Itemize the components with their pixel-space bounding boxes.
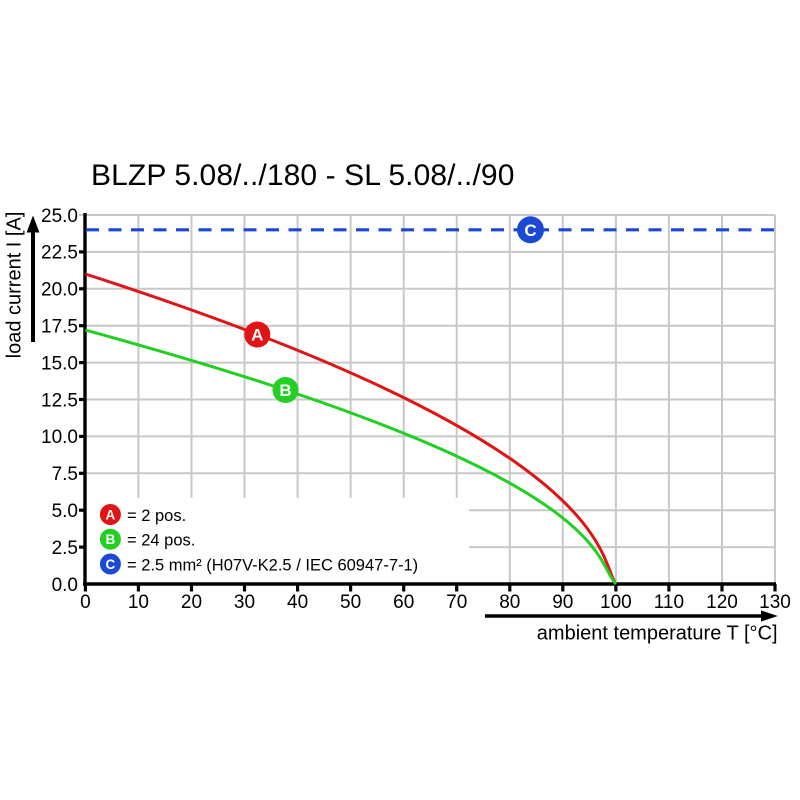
- svg-text:80: 80: [499, 592, 520, 613]
- svg-text:100: 100: [600, 592, 632, 613]
- svg-text:70: 70: [446, 592, 467, 613]
- svg-text:BLZP 5.08/../180 - SL 5.08/../: BLZP 5.08/../180 - SL 5.08/../90: [91, 159, 514, 192]
- svg-text:B: B: [106, 532, 116, 547]
- svg-text:5.0: 5.0: [52, 501, 78, 522]
- svg-text:50: 50: [340, 592, 361, 613]
- svg-text:= 24 pos.: = 24 pos.: [127, 532, 195, 550]
- svg-text:120: 120: [706, 592, 738, 613]
- svg-text:25.0: 25.0: [41, 206, 78, 227]
- svg-text:load current I [A]: load current I [A]: [4, 212, 26, 359]
- svg-text:60: 60: [393, 592, 414, 613]
- svg-text:10: 10: [128, 592, 149, 613]
- svg-text:20: 20: [181, 592, 202, 613]
- svg-text:7.5: 7.5: [52, 464, 78, 485]
- svg-text:0.0: 0.0: [52, 575, 78, 596]
- svg-text:10.0: 10.0: [41, 427, 78, 448]
- svg-text:0: 0: [80, 592, 91, 613]
- svg-text:17.5: 17.5: [41, 317, 78, 338]
- svg-text:C: C: [106, 557, 116, 572]
- svg-text:30: 30: [234, 592, 255, 613]
- svg-text:B: B: [279, 381, 291, 400]
- svg-text:C: C: [524, 221, 536, 240]
- svg-text:40: 40: [287, 592, 308, 613]
- svg-text:90: 90: [552, 592, 573, 613]
- svg-text:ambient temperature T [°C]: ambient temperature T [°C]: [537, 623, 778, 645]
- svg-text:110: 110: [654, 592, 684, 613]
- svg-text:12.5: 12.5: [41, 390, 78, 411]
- svg-text:= 2.5 mm² (H07V-K2.5 / IEC 609: = 2.5 mm² (H07V-K2.5 / IEC 60947-7-1): [127, 556, 418, 574]
- svg-text:A: A: [251, 326, 263, 345]
- svg-text:22.5: 22.5: [41, 243, 78, 264]
- svg-text:= 2 pos.: = 2 pos.: [127, 507, 186, 525]
- svg-text:2.5: 2.5: [52, 538, 78, 559]
- svg-text:130: 130: [759, 592, 791, 613]
- svg-text:20.0: 20.0: [41, 280, 78, 301]
- svg-text:15.0: 15.0: [41, 353, 78, 374]
- svg-text:A: A: [106, 507, 116, 522]
